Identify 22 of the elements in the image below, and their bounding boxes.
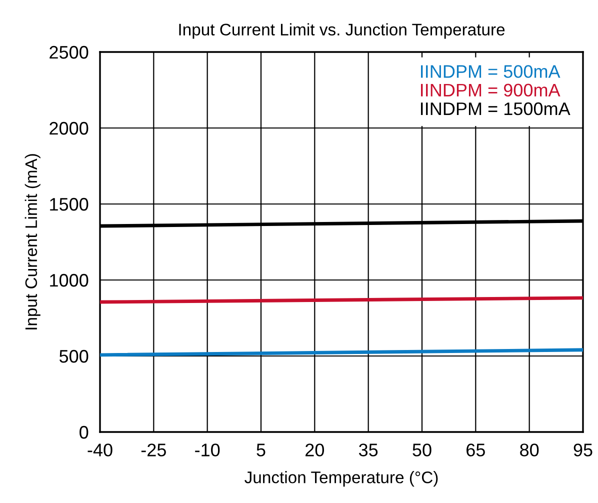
text: IINDPM = 500mA: [421, 65, 560, 78]
text: IINDPM = 900mA: [421, 84, 560, 97]
y-tick-label: 0: [80, 426, 88, 439]
chart-title: Input Current Limit vs. Junction Temperature: [179, 23, 505, 39]
y-axis-title: Input Current Limit (mA): [24, 154, 40, 330]
x-tick-label: -25: [141, 444, 166, 456]
y-tick-label: 1500: [50, 198, 88, 211]
y-tick-label: 2000: [50, 122, 88, 135]
x-tick-label: 80: [520, 444, 539, 456]
x-tick-label: -10: [195, 444, 220, 456]
y-tick-label: 2500: [50, 46, 88, 59]
text: IINDPM = 1500mA: [421, 102, 570, 116]
x-tick-label: 20: [306, 444, 324, 456]
x-tick-label: 65: [466, 444, 485, 456]
y-tick-label: 1000: [50, 274, 88, 287]
y-tick-label: 500: [59, 350, 88, 363]
x-axis-title: Junction Temperature (°C): [244, 471, 438, 487]
x-tick-label: 95: [574, 444, 592, 456]
x-tick-label: 5: [256, 444, 266, 456]
x-tick-label: 35: [358, 444, 378, 456]
x-tick-label: -40: [88, 444, 112, 456]
x-tick-label: 50: [412, 444, 432, 456]
